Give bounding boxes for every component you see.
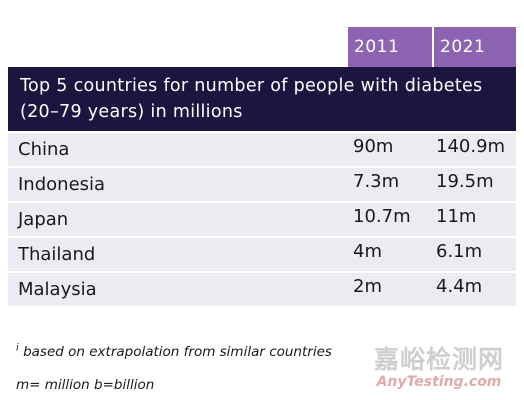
watermark-logo: 嘉峪检测网 AnyTesting.com — [364, 340, 514, 390]
value-2021-cell: 6.1m — [436, 241, 483, 262]
value-2021-cell: 140.9m — [436, 136, 506, 157]
footnote-text: based on extrapolation from similar coun… — [23, 344, 332, 360]
country-cell: Japan — [18, 209, 69, 230]
value-2011-cell: 90m — [353, 136, 394, 157]
watermark-cn-text: 嘉峪检测网 — [373, 345, 504, 374]
value-2021-cell: 19.5m — [436, 171, 494, 192]
country-cell: Malaysia — [18, 279, 97, 300]
country-cell: Thailand — [18, 244, 96, 265]
column-header-2021: 2021 — [434, 27, 516, 67]
value-2021-cell: 11m — [436, 206, 477, 227]
table-body: China 90m 140.9m Indonesia 7.3m 19.5m Ja… — [8, 133, 516, 308]
table-row: Indonesia 7.3m 19.5m — [8, 168, 516, 201]
column-header-2011: 2011 — [348, 27, 432, 67]
value-2011-cell: 7.3m — [353, 171, 400, 192]
table-title: Top 5 countries for number of people wit… — [8, 67, 516, 131]
country-cell: China — [18, 139, 70, 160]
footnote-extrapolation: i based on extrapolation from similar co… — [16, 342, 332, 360]
footnote-units: m= million b=billion — [16, 377, 155, 393]
country-cell: Indonesia — [18, 174, 106, 195]
table-row: Japan 10.7m 11m — [8, 203, 516, 236]
table-row: China 90m 140.9m — [8, 133, 516, 166]
value-2021-cell: 4.4m — [436, 276, 483, 297]
table-row: Thailand 4m 6.1m — [8, 238, 516, 271]
footnote-marker: i — [16, 342, 19, 354]
watermark-en-text: AnyTesting.com — [376, 374, 502, 390]
year-header: 2011 2021 — [348, 27, 516, 67]
value-2011-cell: 2m — [353, 276, 382, 297]
value-2011-cell: 10.7m — [353, 206, 411, 227]
table-row: Malaysia 2m 4.4m — [8, 273, 516, 306]
value-2011-cell: 4m — [353, 241, 382, 262]
